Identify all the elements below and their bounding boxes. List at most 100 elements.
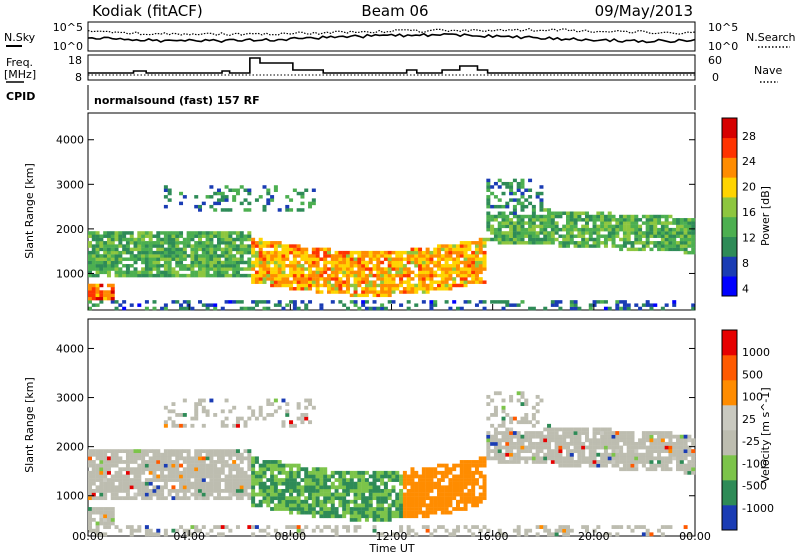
velocity-cell (201, 474, 206, 479)
power-cell (615, 224, 620, 229)
power-cell (391, 280, 396, 284)
power-cell (558, 211, 563, 215)
power-cell (463, 254, 468, 258)
velocity-cell (505, 452, 510, 457)
velocity-cell (273, 481, 278, 486)
power-cell (638, 234, 643, 238)
velocity-cell (345, 492, 350, 497)
power-cell (91, 254, 96, 258)
power-cell (676, 241, 681, 245)
velocity-cell (254, 478, 259, 482)
power-cell (528, 218, 533, 222)
velocity-cell (171, 460, 176, 464)
power-cell (459, 273, 464, 278)
velocity-cell (463, 492, 468, 497)
velocity-cell (182, 460, 187, 464)
velocity-cell (543, 441, 548, 446)
power-cell (198, 208, 203, 212)
velocity-cell (342, 485, 347, 490)
velocity-cell (368, 503, 373, 508)
power-cell (581, 241, 586, 245)
velocity-cell (600, 441, 605, 446)
power-cell (425, 277, 430, 281)
power-cell (270, 270, 275, 275)
velocity-cell (406, 478, 411, 482)
power-cell (239, 234, 244, 238)
velocity-cell (603, 441, 608, 446)
velocity-cell (368, 492, 373, 497)
power-cell (687, 234, 692, 238)
velocity-cell (103, 456, 108, 461)
power-cell (399, 283, 404, 288)
velocity-cell (266, 488, 271, 493)
velocity-cell (676, 460, 681, 464)
power-cell (444, 254, 449, 258)
velocity-cell (144, 492, 149, 497)
velocity-cell (315, 485, 320, 490)
power-cell (448, 287, 453, 291)
velocity-cell (509, 427, 514, 432)
velocity-cell (281, 423, 286, 428)
velocity-cell (144, 528, 149, 533)
power-cell (603, 234, 608, 238)
power-cell (524, 221, 529, 225)
velocity-cell (660, 445, 665, 450)
power-cell (679, 221, 684, 225)
velocity-cell (330, 485, 335, 490)
velocity-cell (220, 488, 225, 493)
velocity-cell (190, 456, 195, 461)
power-cell (687, 237, 692, 242)
velocity-cell (455, 481, 460, 486)
power-cell (402, 250, 407, 255)
power-cell (444, 277, 449, 281)
power-cell (425, 270, 430, 275)
velocity-cell (289, 420, 294, 425)
power-cell (539, 185, 544, 189)
velocity-cell (235, 416, 240, 421)
velocity-cell (289, 470, 294, 475)
velocity-cell (160, 485, 165, 490)
power-cell (95, 231, 100, 235)
velocity-cell (444, 492, 449, 497)
velocity-cell (524, 431, 529, 435)
power-cell (361, 300, 366, 304)
velocity-cell (106, 456, 111, 461)
velocity-cell (554, 434, 559, 439)
power-cell (539, 218, 544, 222)
power-cell (175, 257, 180, 261)
velocity-cell (182, 398, 187, 403)
velocity-cell (630, 445, 635, 450)
velocity-cell (315, 481, 320, 486)
velocity-cell (452, 474, 457, 479)
power-cell (429, 303, 434, 307)
power-cell (114, 231, 119, 235)
velocity-cell (596, 427, 601, 432)
power-cell (364, 264, 369, 268)
power-cell (148, 267, 153, 271)
power-cell (645, 300, 650, 304)
power-cell (262, 250, 267, 255)
power-cell (289, 247, 294, 252)
power-cell (304, 254, 309, 258)
velocity-cell (668, 441, 673, 446)
power-cell (243, 237, 248, 242)
velocity-cell (353, 528, 358, 533)
velocity-cell (125, 492, 130, 497)
power-cell (531, 231, 536, 235)
velocity-cell (224, 496, 229, 501)
power-cell (448, 283, 453, 288)
velocity-cell (391, 470, 396, 475)
power-cell (179, 273, 184, 278)
power-cell (175, 244, 180, 248)
velocity-cell (300, 416, 305, 421)
power-cell (383, 306, 388, 311)
power-cell (349, 267, 354, 271)
power-cell (141, 247, 146, 252)
velocity-cell (296, 499, 301, 504)
velocity-cell (535, 431, 540, 435)
power-cell (501, 306, 506, 311)
power-cell (410, 290, 415, 294)
velocity-cell (429, 467, 434, 472)
velocity-cell (156, 463, 161, 468)
velocity-cell (144, 485, 149, 490)
